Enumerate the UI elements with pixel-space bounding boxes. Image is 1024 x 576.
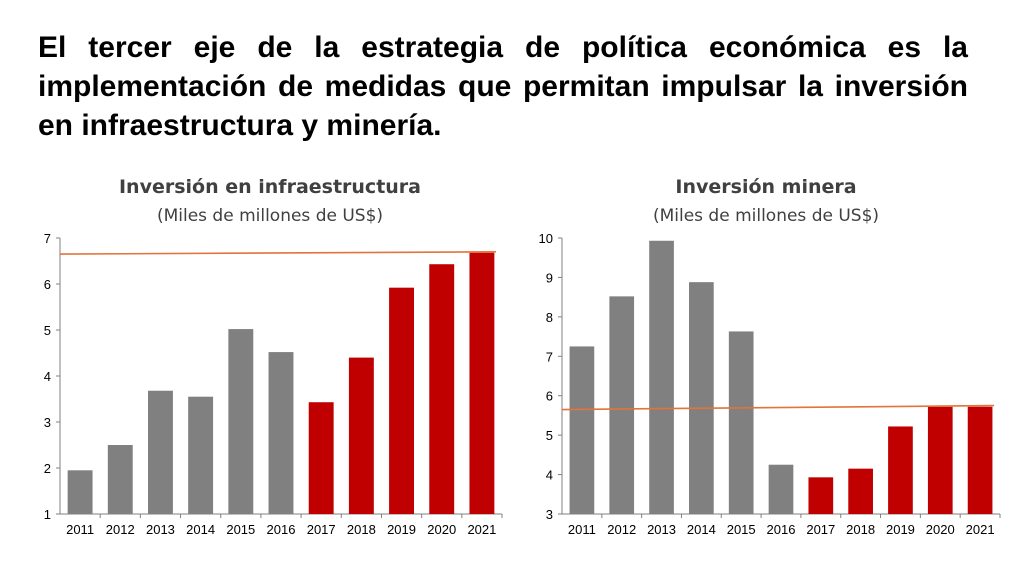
x-tick-label: 2021 xyxy=(966,522,995,537)
x-tick-label: 2018 xyxy=(347,522,376,537)
bar-2019 xyxy=(389,287,415,514)
x-tick-label: 2020 xyxy=(427,522,456,537)
bar-2017 xyxy=(808,477,834,514)
bar-2013 xyxy=(147,390,173,514)
bar-2011 xyxy=(67,470,93,514)
x-tick-label: 2015 xyxy=(226,522,255,537)
bar-2015 xyxy=(728,331,754,514)
bar-2013 xyxy=(649,240,674,514)
bar-2011 xyxy=(569,346,595,514)
chart-title: Inversión minera xyxy=(675,176,856,198)
y-tick-label: 10 xyxy=(539,231,553,246)
y-tick-label: 3 xyxy=(44,415,51,430)
y-tick-label: 7 xyxy=(546,349,553,364)
y-tick-label: 2 xyxy=(44,461,51,476)
x-tick-label: 2014 xyxy=(186,522,215,537)
reference-line xyxy=(59,251,496,255)
chart-subtitle: (Miles de millones de US$) xyxy=(157,206,383,226)
y-tick-label: 8 xyxy=(546,310,553,325)
x-tick-label: 2019 xyxy=(886,522,915,537)
x-tick-label: 2013 xyxy=(146,522,175,537)
plot-area: 1 2 3 4 5 6 7 2011 2012 2013 2014 2015 2016 2017 2018 2… xyxy=(44,231,503,537)
x-tick-label: 2011 xyxy=(568,522,596,537)
reference-line xyxy=(561,404,995,411)
bar-2020 xyxy=(429,264,455,514)
bar-2015 xyxy=(228,329,254,514)
infrastructure-investment-chart: Inversión en infraestructura (Miles de m… xyxy=(30,168,510,568)
x-tick-label: 2017 xyxy=(806,522,835,537)
y-tick-label: 4 xyxy=(546,468,553,483)
bar-2016 xyxy=(268,352,294,514)
x-tick-label: 2016 xyxy=(767,522,796,537)
x-tick-label: 2012 xyxy=(106,522,135,537)
bar-2014 xyxy=(689,282,714,514)
mining-investment-chart: Inversión minera (Miles de millones de U… xyxy=(526,168,1006,568)
bar-2019 xyxy=(888,426,913,514)
bar-2016 xyxy=(768,464,794,514)
plot-area: 3 4 5 6 7 8 9 10 2011 2012 2013 2014 2015 2016 2017 201… xyxy=(539,231,1001,537)
y-tick-label: 5 xyxy=(546,428,553,443)
chart-title: Inversión en infraestructura xyxy=(119,176,421,198)
bar-2021 xyxy=(967,406,993,514)
chart-subtitle: (Miles de millones de US$) xyxy=(653,206,879,226)
x-tick-label: 2014 xyxy=(687,522,716,537)
bar-2020 xyxy=(927,406,953,514)
headline: El tercer eje de la estrategia de políti… xyxy=(38,31,968,142)
x-tick-label: 2019 xyxy=(387,522,416,537)
bar-2012 xyxy=(107,445,133,514)
bar-2018 xyxy=(848,468,873,514)
bar-2014 xyxy=(188,396,214,514)
y-tick-label: 7 xyxy=(44,231,51,246)
bar-2018 xyxy=(348,357,374,514)
y-tick-label: 9 xyxy=(546,270,553,285)
bar-2021 xyxy=(469,252,495,514)
y-tick-label: 6 xyxy=(546,389,553,404)
x-tick-label: 2020 xyxy=(926,522,955,537)
bar-2017 xyxy=(308,402,334,514)
bar-2012 xyxy=(609,296,635,514)
x-tick-label: 2018 xyxy=(846,522,875,537)
x-tick-label: 2021 xyxy=(467,522,496,537)
x-tick-label: 2011 xyxy=(66,522,94,537)
mining-chart-svg: Inversión minera (Miles de millones de U… xyxy=(539,176,1001,537)
infrastructure-chart-svg: Inversión en infraestructura (Miles de m… xyxy=(44,176,503,537)
x-tick-label: 2016 xyxy=(267,522,296,537)
y-tick-label: 4 xyxy=(44,369,51,384)
y-tick-label: 5 xyxy=(44,323,51,338)
x-tick-label: 2012 xyxy=(607,522,636,537)
x-tick-label: 2015 xyxy=(727,522,756,537)
y-tick-label: 3 xyxy=(546,507,553,522)
x-tick-label: 2013 xyxy=(647,522,676,537)
y-tick-label: 1 xyxy=(44,507,51,522)
x-tick-label: 2017 xyxy=(307,522,336,537)
y-tick-label: 6 xyxy=(44,277,51,292)
